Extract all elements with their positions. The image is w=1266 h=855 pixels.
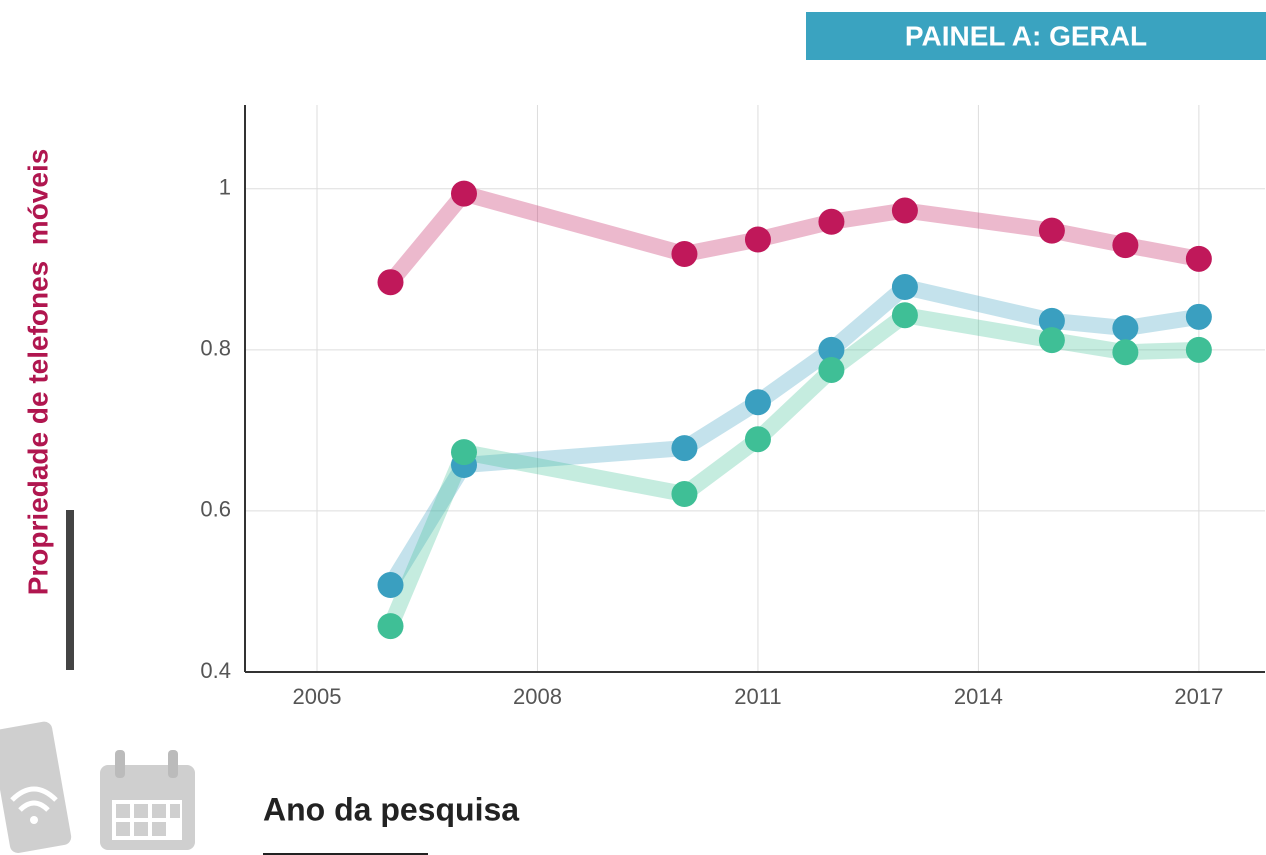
- panel-badge: [806, 12, 1266, 60]
- series-line: [382, 185, 1207, 291]
- data-point: [1112, 315, 1139, 342]
- x-tick-label: 2017: [1174, 684, 1223, 709]
- y-axis-label: Propriedade de telefones móveis: [22, 149, 53, 596]
- data-point: [891, 197, 918, 224]
- data-point: [377, 572, 404, 599]
- y-tick-label: 0.4: [200, 658, 231, 683]
- data-point: [1038, 217, 1065, 244]
- data-point: [818, 336, 845, 363]
- data-point: [1185, 336, 1212, 363]
- data-point: [450, 439, 477, 466]
- data-point: [1112, 232, 1139, 259]
- data-point: [377, 269, 404, 296]
- x-tick-label: 2011: [734, 684, 781, 709]
- data-point: [377, 613, 404, 640]
- series-line: [382, 279, 1207, 594]
- data-point: [1112, 339, 1139, 366]
- data-point: [671, 240, 698, 267]
- x-tick-label: 2014: [954, 684, 1003, 709]
- data-point: [671, 481, 698, 508]
- y-tick-label: 0.6: [200, 497, 231, 522]
- x-tick-label: 2005: [293, 684, 342, 709]
- x-axis-label: Ano da pesquisa: [263, 791, 519, 827]
- data-point: [891, 302, 918, 329]
- y-tick-label: 1: [219, 175, 231, 200]
- phone-icon: [0, 721, 72, 853]
- x-tick-label: 2008: [513, 684, 562, 709]
- data-point: [1185, 245, 1212, 272]
- data-point: [818, 356, 845, 383]
- data-point: [744, 226, 771, 253]
- data-point: [450, 180, 477, 207]
- data-point: [1038, 327, 1065, 354]
- data-point: [891, 274, 918, 301]
- y-tick-label: 0.8: [200, 336, 231, 361]
- calendar-icon: [100, 750, 195, 850]
- data-point: [1038, 307, 1065, 334]
- chart-title: PAINEL A: GERAL: [905, 20, 1147, 51]
- data-point: [671, 435, 698, 462]
- data-point: [1185, 303, 1212, 330]
- data-point: [744, 389, 771, 416]
- series-line: [382, 307, 1207, 635]
- accent-bar: [66, 510, 74, 670]
- data-point: [744, 426, 771, 453]
- data-point: [818, 208, 845, 235]
